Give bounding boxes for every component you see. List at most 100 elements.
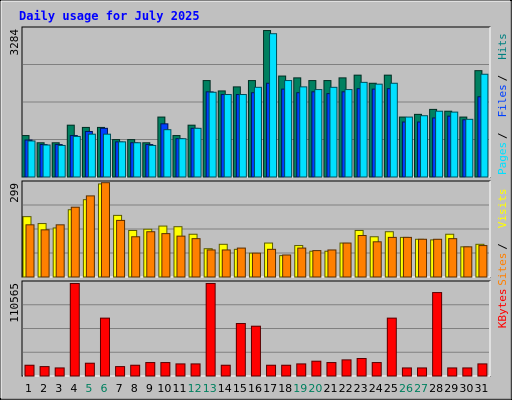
day-label-8: 8 — [131, 382, 138, 395]
bar-hits-files-pages-pages-day-13 — [208, 91, 217, 178]
bar-hits-files-pages-pages-day-10 — [163, 129, 172, 178]
day-label-29: 29 — [444, 382, 458, 395]
bar-kbytes-kbytes-day-21 — [326, 362, 337, 377]
bar-kbytes-kbytes-day-9 — [145, 362, 156, 377]
day-label-4: 4 — [70, 382, 77, 395]
bar-visits-sites-sites-day-13 — [206, 249, 216, 278]
day-label-23: 23 — [354, 382, 368, 395]
bar-kbytes-kbytes-day-25 — [386, 317, 397, 377]
bar-kbytes-kbytes-day-11 — [175, 363, 186, 377]
day-label-13: 13 — [203, 382, 217, 395]
bar-hits-files-pages-pages-day-28 — [435, 110, 444, 178]
bar-kbytes-kbytes-day-8 — [130, 364, 141, 377]
bar-kbytes-kbytes-day-28 — [432, 292, 443, 377]
bar-visits-sites-sites-day-12 — [191, 238, 201, 278]
day-label-1: 1 — [25, 382, 32, 395]
bar-hits-files-pages-pages-day-11 — [178, 138, 187, 178]
bar-visits-sites-sites-day-5 — [85, 195, 95, 278]
bar-visits-sites-sites-day-1 — [25, 224, 35, 278]
bar-visits-sites-sites-day-29 — [448, 238, 458, 278]
bar-hits-files-pages-pages-day-4 — [72, 135, 81, 178]
day-label-17: 17 — [263, 382, 277, 395]
bar-visits-sites-sites-day-19 — [297, 247, 307, 278]
bar-visits-sites-sites-day-17 — [267, 248, 277, 278]
bar-hits-files-pages-pages-day-26 — [404, 116, 413, 178]
bar-visits-sites-sites-day-21 — [327, 249, 337, 278]
bar-kbytes-kbytes-day-7 — [115, 366, 126, 377]
bar-hits-files-pages-pages-day-17 — [269, 33, 278, 178]
bar-kbytes-kbytes-day-2 — [39, 366, 50, 377]
day-label-6: 6 — [101, 382, 108, 395]
bar-kbytes-kbytes-day-12 — [190, 363, 201, 377]
bar-kbytes-kbytes-day-5 — [84, 362, 95, 377]
day-label-14: 14 — [218, 382, 232, 395]
bar-visits-sites-sites-day-30 — [463, 246, 473, 278]
bar-visits-sites-sites-day-7 — [116, 219, 126, 278]
legend-hits-label: Hits — [496, 33, 509, 60]
bar-hits-files-pages-pages-day-25 — [389, 82, 398, 178]
bar-visits-sites-sites-day-25 — [387, 236, 397, 278]
legend-visits-sites: Sites / Visits — [496, 188, 509, 285]
day-label-2: 2 — [40, 382, 47, 395]
legend-slash-hits-files-pages-1: / — [496, 132, 509, 139]
bar-visits-sites-sites-day-2 — [40, 229, 50, 278]
bar-hits-files-pages-pages-day-6 — [102, 133, 111, 178]
bar-hits-files-pages-pages-day-9 — [148, 144, 157, 178]
day-label-22: 22 — [339, 382, 353, 395]
bar-visits-sites-sites-day-24 — [372, 241, 382, 278]
day-label-7: 7 — [116, 382, 123, 395]
day-label-19: 19 — [293, 382, 307, 395]
day-label-15: 15 — [233, 382, 247, 395]
bar-kbytes-kbytes-day-3 — [54, 367, 65, 377]
bar-kbytes-kbytes-day-16 — [250, 325, 261, 377]
bar-visits-sites-sites-day-23 — [357, 235, 367, 278]
bar-kbytes-kbytes-day-1 — [24, 364, 35, 377]
bar-kbytes-kbytes-day-18 — [281, 364, 292, 377]
chart-title: Daily usage for July 2025 — [19, 9, 200, 23]
legend-slash-hits-files-pages-2: / — [496, 75, 509, 82]
day-label-26: 26 — [399, 382, 413, 395]
ymax-label-hits-files-pages: 3284 — [8, 29, 21, 56]
day-label-30: 30 — [459, 382, 473, 395]
bar-kbytes-kbytes-day-4 — [69, 282, 80, 377]
legend-files-label: Files — [496, 84, 509, 117]
bar-kbytes-kbytes-day-22 — [341, 359, 352, 377]
bar-kbytes-kbytes-day-24 — [371, 362, 382, 377]
bar-kbytes-kbytes-day-31 — [477, 363, 488, 377]
bar-visits-sites-sites-day-27 — [418, 238, 428, 278]
bar-visits-sites-sites-day-15 — [236, 247, 246, 278]
bar-visits-sites-sites-day-31 — [478, 245, 488, 278]
bar-hits-files-pages-pages-day-24 — [374, 83, 383, 178]
bar-kbytes-kbytes-day-20 — [311, 360, 322, 377]
bar-kbytes-kbytes-day-6 — [99, 317, 110, 377]
day-label-25: 25 — [384, 382, 398, 395]
bar-hits-files-pages-pages-day-22 — [344, 89, 353, 178]
day-label-20: 20 — [308, 382, 322, 395]
bar-kbytes-kbytes-day-14 — [220, 364, 231, 377]
bar-hits-files-pages-pages-day-31 — [480, 73, 489, 178]
bar-hits-files-pages-pages-day-16 — [253, 86, 262, 178]
bar-hits-files-pages-pages-day-7 — [118, 141, 127, 178]
bar-hits-files-pages-pages-day-15 — [238, 94, 247, 178]
bar-kbytes-kbytes-day-26 — [401, 367, 412, 377]
day-label-31: 31 — [474, 382, 488, 395]
day-label-28: 28 — [429, 382, 443, 395]
day-label-5: 5 — [85, 382, 92, 395]
bar-visits-sites-sites-day-10 — [161, 233, 171, 278]
bar-hits-files-pages-pages-day-8 — [133, 142, 142, 178]
bar-visits-sites-sites-day-4 — [70, 206, 80, 278]
bar-visits-sites-sites-day-6 — [100, 182, 110, 278]
day-label-18: 18 — [278, 382, 292, 395]
bar-hits-files-pages-pages-day-21 — [329, 86, 338, 178]
bar-hits-files-pages-pages-day-14 — [223, 94, 232, 178]
bar-visits-sites-sites-day-22 — [342, 242, 352, 278]
legend-sites-label: Sites — [496, 253, 509, 286]
bar-kbytes-kbytes-day-23 — [356, 358, 367, 377]
bar-hits-files-pages-pages-day-30 — [465, 118, 474, 178]
bar-kbytes-kbytes-day-13 — [205, 282, 216, 377]
bar-hits-files-pages-pages-day-27 — [420, 115, 429, 178]
bar-hits-files-pages-pages-day-12 — [193, 127, 202, 178]
bar-kbytes-kbytes-day-29 — [447, 367, 458, 377]
bar-hits-files-pages-pages-day-1 — [27, 140, 36, 178]
bar-kbytes-kbytes-day-30 — [462, 367, 473, 377]
